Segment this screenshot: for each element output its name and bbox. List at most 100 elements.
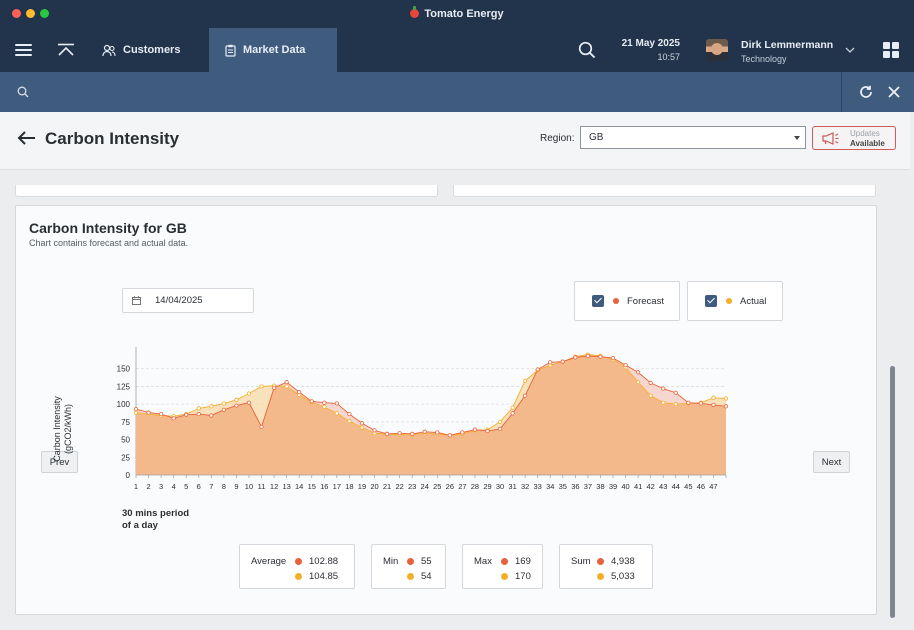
global-search-button[interactable]	[576, 28, 598, 72]
actual-point	[284, 384, 289, 389]
close-search-button[interactable]	[885, 72, 903, 112]
region-value: GB	[589, 132, 604, 143]
forecast-point	[435, 430, 440, 435]
user-menu-button[interactable]	[843, 28, 857, 72]
forecast-point	[234, 403, 239, 408]
forecast-point	[510, 411, 515, 416]
apps-grid-icon	[883, 42, 899, 58]
collapse-up-icon	[58, 43, 74, 56]
legend-forecast-label: Forecast	[627, 295, 664, 307]
x-tick-label: 45	[684, 482, 692, 491]
vertical-scrollbar[interactable]	[890, 366, 895, 618]
back-arrow-icon[interactable]	[17, 131, 36, 145]
menu-button[interactable]	[12, 28, 34, 72]
region-select[interactable]: GB	[580, 126, 806, 149]
stat-sum-actual: 5,033	[611, 571, 635, 582]
app-title: Tomato Energy	[0, 6, 914, 20]
user-info[interactable]: Dirk Lemmermann Technology	[741, 39, 833, 64]
collapse-button[interactable]	[55, 28, 77, 72]
forecast-point	[711, 402, 716, 407]
forecast-point	[548, 360, 553, 365]
tab-market-data[interactable]: Market Data	[209, 28, 337, 72]
current-time: 10:57	[657, 52, 680, 62]
date-picker[interactable]: 14/04/2025	[122, 288, 254, 313]
top-navbar: Customers Market Data 21 May 2025 10:57	[0, 28, 914, 72]
minimize-window-button[interactable]	[26, 9, 35, 18]
actual-point	[322, 404, 327, 410]
forecast-dot-icon	[295, 558, 302, 565]
stat-min-actual: 54	[421, 571, 432, 582]
next-button[interactable]: Next	[813, 451, 850, 473]
actual-checkbox[interactable]	[705, 295, 717, 307]
x-tick-label: 32	[521, 482, 529, 491]
x-tick-label: 17	[333, 482, 341, 491]
y-axis-title-line2: (gCO2/kWh)	[63, 404, 73, 455]
x-tick-label: 10	[245, 482, 253, 491]
x-tick-label: 5	[184, 482, 188, 491]
forecast-dot-icon	[597, 558, 604, 565]
stat-max-actual: 170	[515, 571, 531, 582]
forecast-point	[636, 370, 641, 375]
close-window-button[interactable]	[12, 9, 21, 18]
updates-available-button[interactable]: Updates Available	[812, 126, 896, 150]
actual-point	[510, 405, 515, 410]
updates-label: Updates	[850, 129, 880, 138]
page-header: Carbon Intensity Region: GB Updates Avai…	[0, 112, 910, 170]
tab-customers[interactable]: Customers	[100, 28, 200, 72]
forecast-point	[585, 353, 591, 359]
forecast-point	[472, 427, 478, 432]
region-label: Region:	[540, 133, 575, 144]
refresh-button[interactable]	[857, 72, 875, 112]
y-tick-label: 100	[117, 400, 131, 409]
actual-point	[246, 391, 252, 396]
x-tick-label: 7	[209, 482, 213, 491]
refresh-icon	[860, 85, 872, 98]
tab-customers-label: Customers	[123, 44, 181, 56]
x-tick-label: 2	[146, 482, 150, 491]
forecast-point	[598, 354, 603, 359]
legend-forecast-toggle[interactable]: Forecast	[574, 281, 680, 321]
current-date: 21 May 2025	[621, 38, 680, 49]
actual-point	[209, 404, 214, 409]
window-titlebar: Tomato Energy	[0, 0, 914, 28]
apps-button[interactable]	[880, 28, 902, 72]
x-tick-label: 34	[546, 482, 554, 491]
stat-average-actual: 104.85	[309, 571, 339, 582]
search-field[interactable]	[15, 72, 31, 112]
stat-average: Average 102.88 104.85	[239, 544, 355, 589]
forecast-point	[623, 363, 628, 368]
forecast-point	[359, 421, 365, 426]
forecast-checkbox[interactable]	[592, 295, 604, 307]
forecast-point	[133, 407, 139, 412]
actual-dot-icon	[597, 573, 604, 580]
x-tick-label: 36	[571, 482, 579, 491]
overlap-area	[136, 356, 726, 475]
maximize-window-button[interactable]	[40, 9, 49, 18]
actual-point	[711, 395, 716, 400]
forecast-point	[334, 401, 339, 406]
x-tick-label: 6	[197, 482, 201, 491]
x-tick-label: 13	[282, 482, 290, 491]
page-title: Carbon Intensity	[45, 129, 180, 148]
forecast-point	[309, 399, 314, 404]
forecast-point	[171, 416, 176, 421]
legend-actual-label: Actual	[740, 295, 767, 307]
x-tick-label: 1	[134, 482, 138, 491]
chevron-down-icon	[845, 47, 855, 53]
legend-actual-toggle[interactable]: Actual	[687, 281, 783, 321]
hamburger-icon	[14, 44, 32, 56]
forecast-point	[297, 389, 302, 395]
forecast-point	[485, 428, 490, 434]
x-tick-label: 28	[471, 482, 479, 491]
forecast-point	[523, 393, 528, 398]
calendar-icon	[132, 296, 141, 305]
x-tick-label: 12	[270, 482, 278, 491]
forecast-point	[698, 401, 703, 406]
forecast-dot-icon	[501, 558, 508, 565]
x-tick-label: 16	[320, 482, 328, 491]
stat-max-forecast: 169	[515, 556, 531, 567]
avatar[interactable]	[706, 39, 728, 61]
prev-button[interactable]: Prev	[41, 451, 78, 473]
actual-point	[673, 402, 678, 407]
x-axis-title-line1: 30 mins period	[122, 508, 190, 519]
